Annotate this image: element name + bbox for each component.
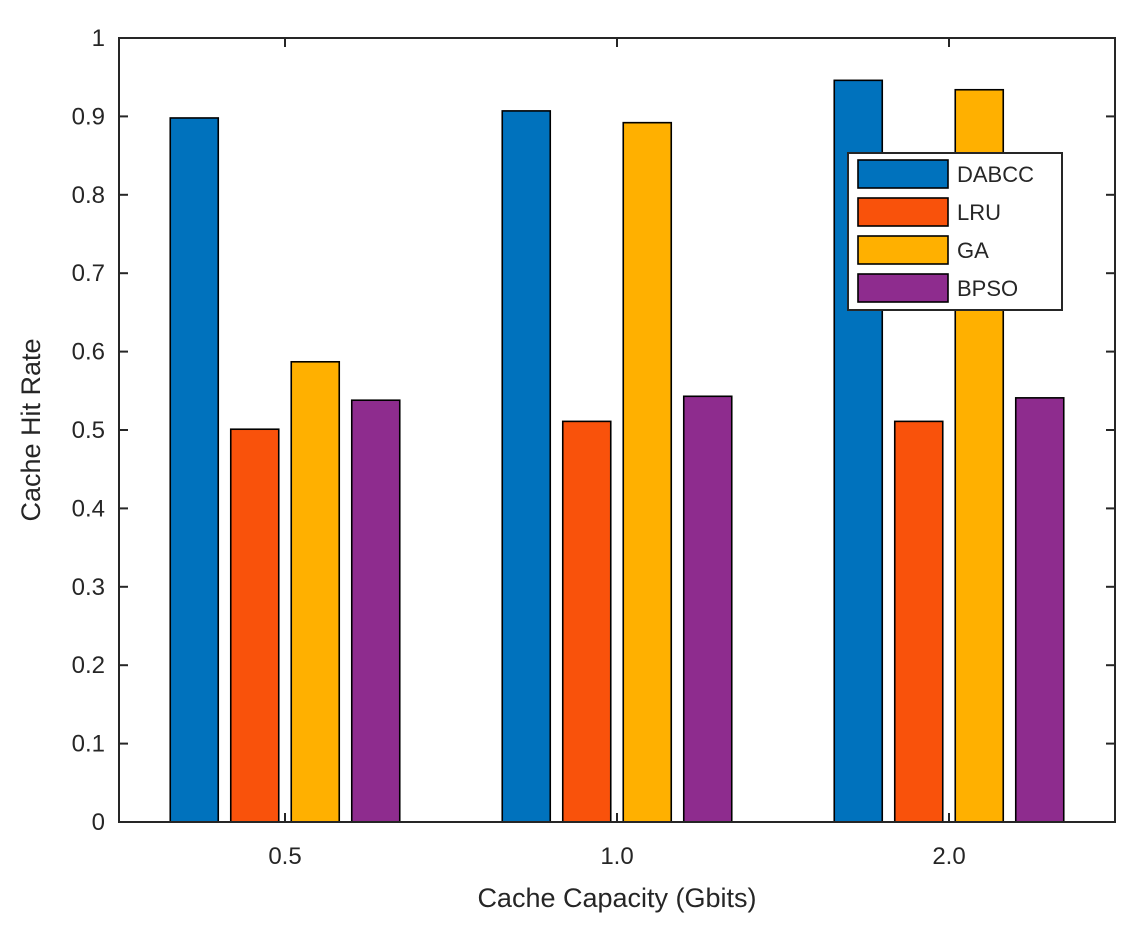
- x-tick-labels: 0.5 1.0 2.0: [268, 843, 965, 870]
- bar-lru-0.5: [229, 428, 280, 823]
- bar-lru-1.0: [561, 420, 612, 823]
- x-axis-title: Cache Capacity (Gbits): [477, 883, 756, 913]
- legend-swatch-dabcc: [857, 159, 949, 189]
- x-tick-label: 0.5: [268, 843, 301, 870]
- legend-swatch-bpso: [857, 273, 949, 303]
- bar-ga-1.0: [622, 121, 673, 823]
- y-tick-label: 0.8: [72, 182, 105, 209]
- x-tick-label: 1.0: [600, 843, 633, 870]
- y-tick-label: 0.5: [72, 417, 105, 444]
- y-tick-label: 0.3: [72, 574, 105, 601]
- legend-swatch-lru: [857, 197, 949, 227]
- y-tick-label: 0.6: [72, 339, 105, 366]
- bar-ga-0.5: [290, 360, 341, 823]
- legend-label-lru: LRU: [957, 200, 1001, 225]
- x-tick-label: 2.0: [932, 843, 965, 870]
- y-tick-label: 0.1: [72, 731, 105, 758]
- y-tick-label: 0.9: [72, 103, 105, 130]
- y-tick-labels: 0 0.1 0.2 0.3 0.4 0.5 0.6 0.7 0.8 0.9 1: [72, 25, 105, 836]
- bar-dabcc-1.0: [501, 110, 552, 823]
- y-tick-label: 0.2: [72, 652, 105, 679]
- legend-label-ga: GA: [957, 238, 989, 263]
- bar-dabcc-0.5: [169, 117, 220, 823]
- bar-bpso-0.5: [350, 399, 401, 823]
- legend-label-bpso: BPSO: [957, 276, 1018, 301]
- y-axis-title: Cache Hit Rate: [16, 338, 46, 521]
- legend: DABCC LRU GA BPSO: [847, 152, 1063, 311]
- plot-area-frame: [118, 37, 1116, 823]
- y-tick-label: 0: [92, 809, 105, 836]
- legend-swatch-ga: [857, 235, 949, 265]
- bar-bpso-2.0: [1014, 397, 1065, 823]
- legend-label-dabcc: DABCC: [957, 162, 1034, 187]
- y-tick-label: 0.4: [72, 495, 105, 522]
- y-tick-label: 1: [92, 25, 105, 52]
- y-tick-label: 0.7: [72, 260, 105, 287]
- bar-bpso-1.0: [682, 395, 733, 823]
- bar-lru-2.0: [893, 420, 944, 823]
